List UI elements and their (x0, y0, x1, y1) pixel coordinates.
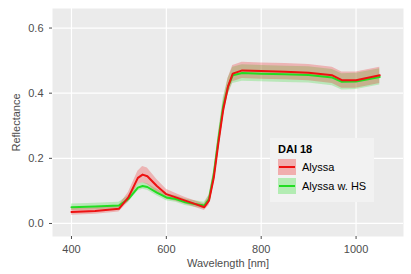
html-text:DAI 18: DAI 18 (278, 143, 313, 155)
svg-text:800: 800 (252, 243, 270, 255)
svg-text:1000: 1000 (344, 243, 368, 255)
html-text:Alyssa w. HS: Alyssa w. HS (302, 180, 367, 192)
svg-text:0.2: 0.2 (28, 152, 43, 164)
svg-text:0.0: 0.0 (28, 217, 43, 229)
svg-text:Reflectance: Reflectance (10, 93, 22, 151)
html-text:Alyssa: Alyssa (302, 161, 335, 173)
svg-text:600: 600 (157, 243, 175, 255)
svg-text:Wavelength [nm]: Wavelength [nm] (187, 257, 269, 269)
svg-text:0.4: 0.4 (28, 87, 43, 99)
svg-text:400: 400 (62, 243, 80, 255)
svg-text:0.6: 0.6 (28, 22, 43, 34)
